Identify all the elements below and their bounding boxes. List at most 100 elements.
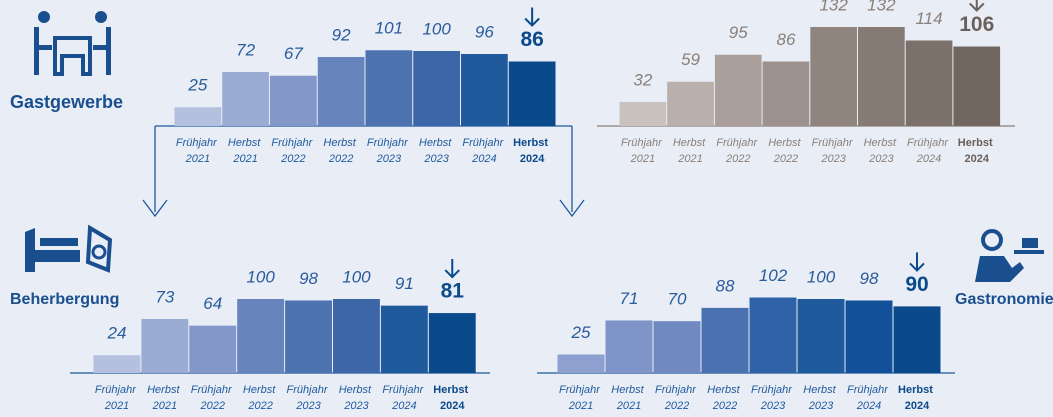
icon-bed bbox=[25, 224, 113, 273]
x-tick-label: Frühjahr 2023 bbox=[287, 384, 331, 412]
value-label: 114 bbox=[915, 9, 942, 28]
value-label: 100 bbox=[807, 267, 836, 286]
bar bbox=[557, 354, 605, 373]
bar bbox=[174, 107, 222, 126]
x-tick-label: Frühjahr 2023 bbox=[367, 137, 411, 165]
bar bbox=[701, 307, 749, 373]
bar bbox=[762, 61, 810, 126]
bar bbox=[93, 355, 141, 373]
bar bbox=[858, 27, 905, 126]
chart-title: Gastronomie bbox=[955, 291, 1053, 308]
x-tick-label: Frühjahr 2024 bbox=[382, 384, 426, 412]
bar bbox=[141, 318, 189, 373]
value-label: 70 bbox=[668, 290, 687, 309]
x-tick-label: Herbst 2022 bbox=[243, 384, 278, 412]
bar bbox=[905, 40, 953, 126]
bar bbox=[714, 54, 762, 126]
bar bbox=[317, 57, 365, 126]
x-tick-label: Herbst 2024 bbox=[433, 384, 471, 412]
value-label: 100 bbox=[246, 267, 275, 286]
x-tick-label: Herbst 2023 bbox=[419, 137, 454, 165]
x-tick-label: Herbst 2021 bbox=[611, 384, 646, 412]
value-label: 91 bbox=[395, 274, 414, 293]
value-label: 98 bbox=[299, 269, 318, 288]
bar bbox=[270, 75, 317, 126]
bar bbox=[797, 299, 845, 373]
value-label: 132 bbox=[819, 0, 848, 14]
value-label: 90 bbox=[905, 273, 928, 296]
x-tick-label: Frühjahr 2021 bbox=[559, 384, 603, 412]
x-tick-label: Herbst 2023 bbox=[803, 384, 838, 412]
bar bbox=[413, 51, 460, 126]
x-tick-label: Frühjahr 2023 bbox=[751, 384, 795, 412]
value-label: 72 bbox=[236, 40, 255, 59]
x-tick-label: Herbst 2024 bbox=[898, 384, 936, 412]
value-label: 24 bbox=[106, 324, 126, 343]
value-label: 25 bbox=[187, 76, 207, 95]
x-tick-label: Frühjahr 2021 bbox=[621, 137, 665, 165]
bar bbox=[749, 297, 797, 373]
bar bbox=[653, 321, 701, 373]
value-label: 102 bbox=[759, 266, 788, 285]
value-label: 32 bbox=[633, 70, 652, 89]
value-label: 73 bbox=[155, 287, 174, 306]
highlight-arrow bbox=[969, 0, 985, 12]
chart-title: Gastgewerbe bbox=[10, 92, 123, 112]
value-label: 98 bbox=[860, 269, 879, 288]
bar bbox=[428, 313, 476, 373]
icon-restaurant bbox=[34, 11, 111, 76]
bar bbox=[953, 46, 1001, 126]
value-label: 132 bbox=[867, 0, 896, 14]
x-tick-label: Herbst 2023 bbox=[339, 384, 374, 412]
value-label: 25 bbox=[571, 323, 591, 342]
value-label: 88 bbox=[716, 276, 735, 295]
x-tick-label: Frühjahr 2022 bbox=[271, 137, 315, 165]
x-tick-label: Herbst 2022 bbox=[323, 137, 358, 165]
x-tick-label: Herbst 2023 bbox=[864, 137, 899, 165]
x-tick-label: Frühjahr 2024 bbox=[462, 137, 506, 165]
bar bbox=[893, 306, 941, 373]
value-label: 59 bbox=[681, 50, 700, 69]
value-label: 81 bbox=[441, 280, 465, 303]
value-label: 64 bbox=[203, 294, 222, 313]
bar bbox=[508, 61, 556, 126]
bar bbox=[189, 325, 237, 373]
value-label: 96 bbox=[475, 22, 494, 41]
value-label: 95 bbox=[729, 23, 748, 42]
chart-title: Beherbergung bbox=[10, 291, 119, 308]
x-tick-label: Herbst 2024 bbox=[513, 137, 551, 165]
x-tick-label: Frühjahr 2021 bbox=[95, 384, 139, 412]
x-tick-label: Frühjahr 2021 bbox=[176, 137, 220, 165]
bar bbox=[365, 50, 413, 126]
x-tick-label: Frühjahr 2022 bbox=[191, 384, 235, 412]
value-label: 92 bbox=[332, 25, 351, 44]
highlight-arrow bbox=[524, 7, 540, 27]
bar bbox=[222, 72, 269, 126]
x-tick-label: Frühjahr 2024 bbox=[847, 384, 891, 412]
x-tick-label: Herbst 2021 bbox=[228, 137, 263, 165]
bar bbox=[285, 300, 332, 373]
x-tick-label: Frühjahr 2023 bbox=[812, 137, 856, 165]
bar bbox=[380, 305, 428, 373]
bar bbox=[605, 320, 653, 373]
bar bbox=[667, 81, 714, 126]
value-label: 86 bbox=[776, 30, 795, 49]
value-label: 86 bbox=[520, 28, 543, 51]
x-tick-label: Herbst 2024 bbox=[958, 137, 996, 165]
bar bbox=[845, 300, 893, 373]
highlight-arrow bbox=[444, 259, 460, 279]
x-tick-label: Frühjahr 2024 bbox=[907, 137, 951, 165]
x-tick-label: Frühjahr 2022 bbox=[655, 384, 699, 412]
value-label: 71 bbox=[620, 289, 639, 308]
bar bbox=[333, 299, 380, 373]
value-label: 101 bbox=[375, 19, 403, 38]
x-tick-label: Herbst 2022 bbox=[768, 137, 803, 165]
bar bbox=[237, 299, 285, 373]
bar bbox=[461, 54, 508, 126]
highlight-arrow bbox=[909, 252, 925, 272]
x-tick-label: Herbst 2021 bbox=[673, 137, 708, 165]
value-label: 106 bbox=[959, 13, 994, 36]
x-tick-label: Herbst 2022 bbox=[707, 384, 742, 412]
bar bbox=[619, 102, 667, 126]
connector bbox=[142, 126, 585, 218]
